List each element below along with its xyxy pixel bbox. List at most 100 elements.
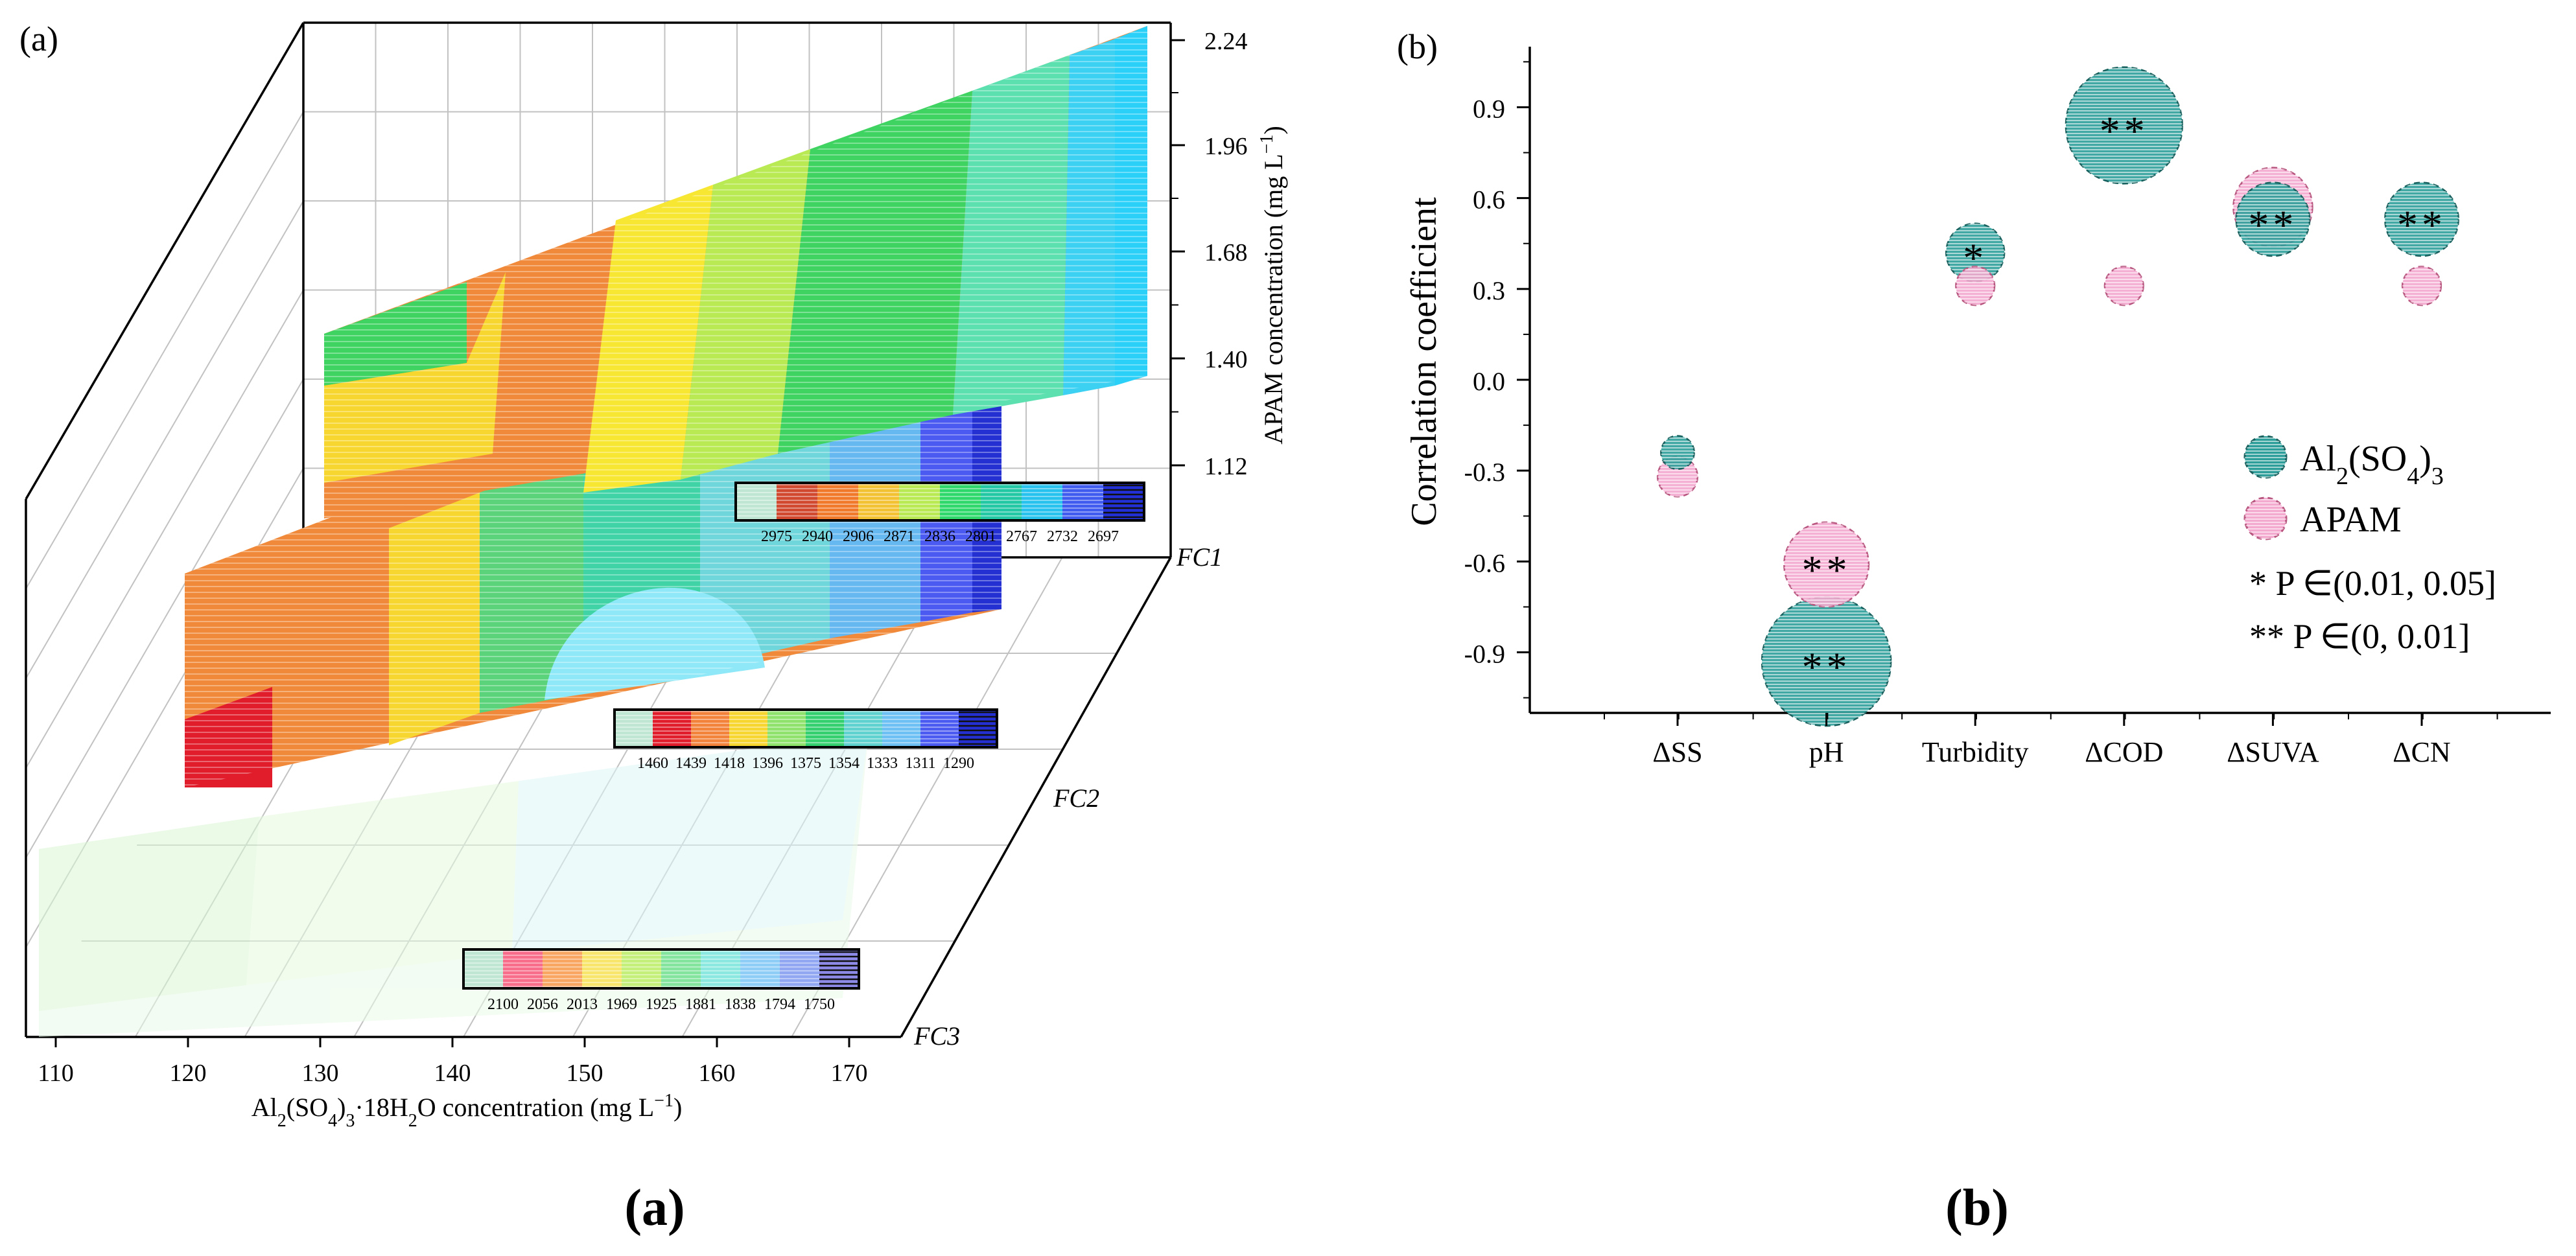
panel-a: (a) <box>19 19 1288 1237</box>
fc2-band-cyan-dome <box>544 587 765 700</box>
legend-tick-label: 1439 <box>675 755 707 772</box>
legend-tick-label: 1925 <box>646 996 677 1013</box>
panel-b-legend: Al2(SO4)3 APAM * P ∈(0.01, 0.05] ** P ∈(… <box>2243 435 2496 656</box>
legend-tick-label: 2801 <box>965 528 996 545</box>
legend-tick-label: 2100 <box>487 996 519 1013</box>
panel-a-caption: (a) <box>624 1180 685 1237</box>
grid-left-wall <box>25 378 304 858</box>
legend-tick-label: 2836 <box>924 528 955 545</box>
legend-tick-label: 2767 <box>1006 528 1037 545</box>
panel-b-y-tick-label: -0.3 <box>1464 458 1505 487</box>
box-right-bottom <box>900 557 1172 1038</box>
x-tick-label: 140 <box>434 1060 471 1087</box>
legend-tick-label: 1354 <box>828 755 860 772</box>
box-left-diagonal <box>25 22 305 500</box>
significance-mark-al-3: ** <box>2100 108 2149 154</box>
z-tick-label: 2.24 <box>1204 28 1248 55</box>
legend-tick-label: 2697 <box>1088 528 1119 545</box>
grid-left-wall <box>25 111 304 589</box>
legend-tick-label: 1750 <box>804 996 835 1013</box>
legend-swatch <box>740 949 780 988</box>
fc3-surface <box>39 732 869 1037</box>
panel-b-y-axis-title: Correlation coefficient <box>1404 197 1444 526</box>
legend-swatch <box>661 949 701 988</box>
fc2-band-red <box>185 687 272 787</box>
panel-b: (b) 0.90.60.30.0-0.3-0.6-0.9 ******** ***… <box>1397 27 2551 1237</box>
legend-al-label: Al2(SO4)3 <box>2300 439 2444 490</box>
fc1-band-green <box>778 91 972 454</box>
panel-b-category-label: Turbidity <box>1922 736 2029 768</box>
legend-tick-label: 2013 <box>567 996 598 1013</box>
legend-fc2: 1460 1439 1418 1396 1375 1354 1333 1311 1290 <box>613 708 998 772</box>
significance-mark-al-4: ** <box>2248 202 2297 248</box>
fc3-surface-band-1 <box>39 817 259 1011</box>
legend-tick-label: 2975 <box>761 528 792 545</box>
legend-frame <box>734 482 1145 522</box>
legend-al-swatch-hatch <box>2245 436 2286 478</box>
significance-mark-al-1: ** <box>1802 644 1851 690</box>
legend-tick-label: 1838 <box>725 996 756 1013</box>
panel-b-bubbles <box>1656 66 2459 727</box>
panel-b-category-label: ΔSS <box>1652 736 1702 768</box>
fc2-band-yellow <box>389 493 480 745</box>
x-axis-title: Al2(SO4)3·18H2O concentration (mg L−1) <box>252 1091 683 1131</box>
x-tick-label: 160 <box>699 1060 736 1087</box>
legend-frame <box>462 948 860 990</box>
bubble-hatch-apam-3 <box>2104 266 2144 305</box>
bubble-hatch-al-4 <box>2236 182 2310 257</box>
x-tick-label: 110 <box>38 1060 74 1087</box>
significance-mark-al-5: ** <box>2397 202 2446 248</box>
bubble-hatch-al-2 <box>1946 223 2005 282</box>
legend-tick-label: 1460 <box>637 755 668 772</box>
panel-b-y-tick-label: 0.6 <box>1473 185 1505 215</box>
panel-b-y-tick-label: 0.3 <box>1473 276 1505 305</box>
bubble-hatch-apam-5 <box>2402 266 2441 305</box>
legend-tick-label: 2056 <box>527 996 558 1013</box>
z-axis-title: APAM concentration (mg L−1) <box>1257 126 1289 445</box>
panel-b-y-tick-label: 0.9 <box>1473 94 1505 123</box>
legend-swatch <box>819 949 859 988</box>
significance-mark-apam-1: ** <box>1802 547 1851 593</box>
panel-b-label: (b) <box>1397 27 1438 66</box>
legend-tick-label: 1311 <box>905 755 935 772</box>
floor-label-fc2: FC2 <box>1053 784 1099 813</box>
bubble-hatch-apam-1 <box>1784 522 1869 607</box>
panel-b-category-label: ΔSUVA <box>2227 736 2319 768</box>
legend-tick-label: 1333 <box>867 755 898 772</box>
z-axis-ticks: 2.24 1.96 1.68 1.40 1.12 <box>1171 28 1248 480</box>
fc2-band-green <box>480 454 583 713</box>
legend-apam-label: APAM <box>2300 500 2402 540</box>
bubble-hatch-al-5 <box>2385 182 2459 257</box>
panel-b-y-tick-label: 0.0 <box>1473 367 1505 396</box>
significance-mark-al-2: * <box>1963 235 1987 281</box>
bubble-hatch-apam-2 <box>1956 266 1995 305</box>
fc1-band-yellow-left <box>324 272 506 483</box>
fc1-band-cyan-edge <box>1115 26 1147 386</box>
legend-note-single-star: * P ∈(0.01, 0.05] <box>2249 564 2496 603</box>
floor-labels: FC1 FC2 FC3 <box>913 542 1223 1051</box>
grid-left-wall <box>25 289 304 769</box>
legend-tick-label: 2940 <box>802 528 833 545</box>
bubble-hatch-al-1 <box>1762 597 1891 727</box>
panel-b-category-label: ΔCN <box>2393 736 2450 768</box>
legend-tick-label: 1418 <box>714 755 745 772</box>
legend-swatch <box>780 949 819 988</box>
panel-a-label: (a) <box>19 19 58 58</box>
legend-tick-label: 2906 <box>843 528 874 545</box>
grid-left-wall <box>25 200 304 679</box>
legend-swatch <box>1103 483 1144 520</box>
fc1-band-green-left <box>324 282 467 386</box>
panel-b-category-label: pH <box>1809 736 1844 768</box>
z-tick-label: 1.96 <box>1204 133 1248 160</box>
z-tick-label: 1.40 <box>1204 346 1248 373</box>
fc3-surface-band-3 <box>512 732 869 953</box>
fc1-band-cyan <box>1063 39 1115 395</box>
legend-swatch <box>959 710 997 747</box>
legend-frame <box>613 708 998 749</box>
bubble-hatch-al-0 <box>1661 436 1694 469</box>
panel-b-y-tick-label: -0.6 <box>1464 548 1505 577</box>
fc1-band-lightgreen <box>681 149 810 480</box>
z-tick-label: 1.12 <box>1204 453 1248 480</box>
fc3-surface-band-2 <box>246 781 519 985</box>
fc1-band-teal <box>953 55 1070 415</box>
